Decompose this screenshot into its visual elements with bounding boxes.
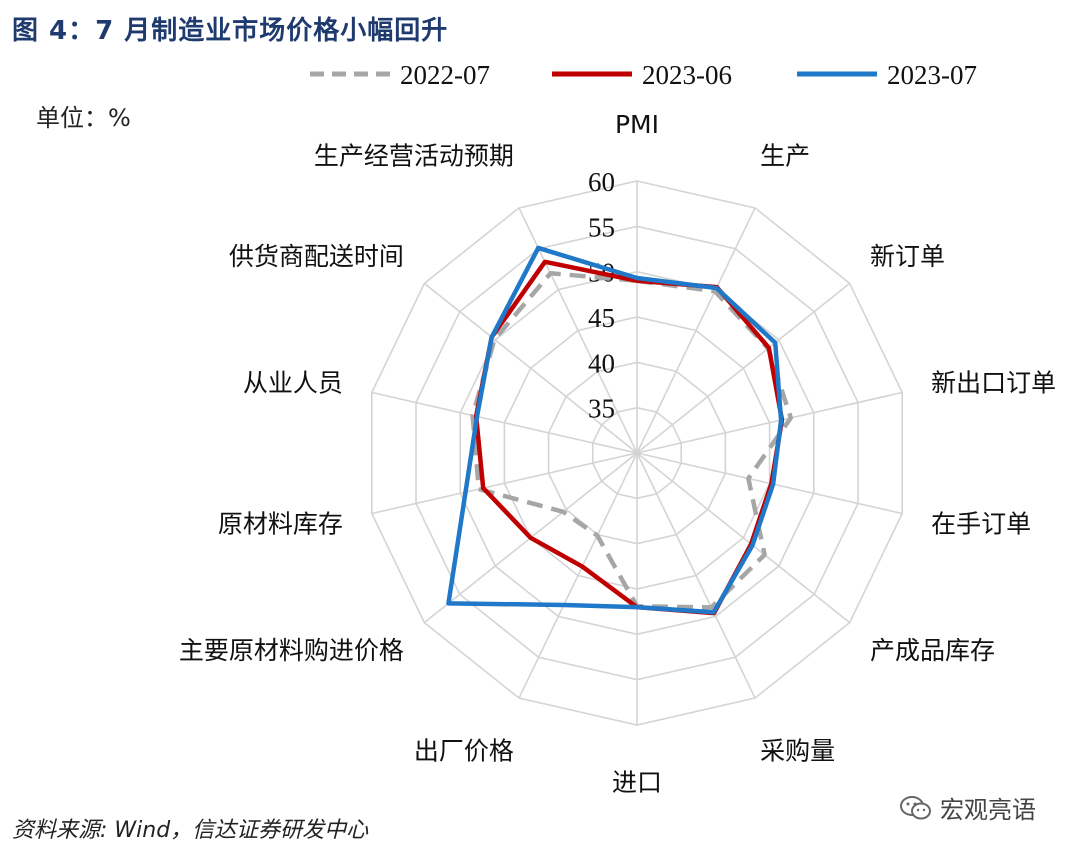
radar-grid bbox=[371, 180, 903, 726]
category-label: 采购量 bbox=[760, 737, 835, 766]
watermark-text: 宏观亮语 bbox=[940, 796, 1036, 824]
tick-label: 35 bbox=[588, 394, 615, 424]
wechat-icon bbox=[900, 795, 931, 819]
unit-label: 单位：% bbox=[36, 104, 131, 132]
tick-label: 40 bbox=[588, 348, 615, 378]
category-label: 进口 bbox=[612, 768, 662, 797]
grid-spoke bbox=[636, 282, 851, 454]
grid-spoke bbox=[371, 391, 638, 454]
grid-spoke bbox=[636, 207, 756, 454]
category-label: 从业人员 bbox=[243, 369, 343, 398]
grid-spoke bbox=[636, 452, 851, 624]
watermark: 宏观亮语 bbox=[900, 790, 1036, 825]
source-note: 资料来源: Wind，信达证券研发中心 bbox=[12, 818, 369, 843]
series-line bbox=[446, 245, 784, 615]
legend: 2022-07 2023-06 2023-07 bbox=[310, 60, 977, 90]
grid-spoke bbox=[636, 391, 903, 454]
grid-spoke bbox=[371, 452, 638, 515]
legend-label: 2023-07 bbox=[887, 60, 977, 90]
category-label: 生产经营活动预期 bbox=[314, 141, 514, 170]
category-label: 主要原材料购进价格 bbox=[179, 636, 404, 665]
category-label: 产成品库存 bbox=[870, 636, 995, 665]
category-label: 供货商配送时间 bbox=[229, 242, 404, 271]
category-label: 出厂价格 bbox=[414, 737, 514, 766]
grid-spoke bbox=[423, 282, 638, 454]
legend-label: 2022-07 bbox=[400, 60, 490, 90]
category-label: PMI bbox=[615, 110, 659, 139]
category-label: 新出口订单 bbox=[931, 369, 1056, 398]
chart-title: 图 4：7 月制造业市场价格小幅回升 bbox=[12, 16, 449, 46]
tick-label: 60 bbox=[588, 167, 615, 197]
tick-label: 45 bbox=[588, 303, 615, 333]
category-label: 新订单 bbox=[870, 242, 945, 271]
grid-spoke bbox=[636, 452, 756, 699]
legend-label: 2023-06 bbox=[642, 60, 732, 90]
grid-spoke bbox=[518, 207, 638, 454]
category-label: 在手订单 bbox=[931, 509, 1031, 538]
series-group bbox=[446, 245, 794, 616]
category-label: 生产 bbox=[760, 141, 810, 170]
grid-spoke bbox=[518, 452, 638, 699]
tick-label: 55 bbox=[588, 212, 615, 242]
category-label: 原材料库存 bbox=[218, 509, 343, 538]
